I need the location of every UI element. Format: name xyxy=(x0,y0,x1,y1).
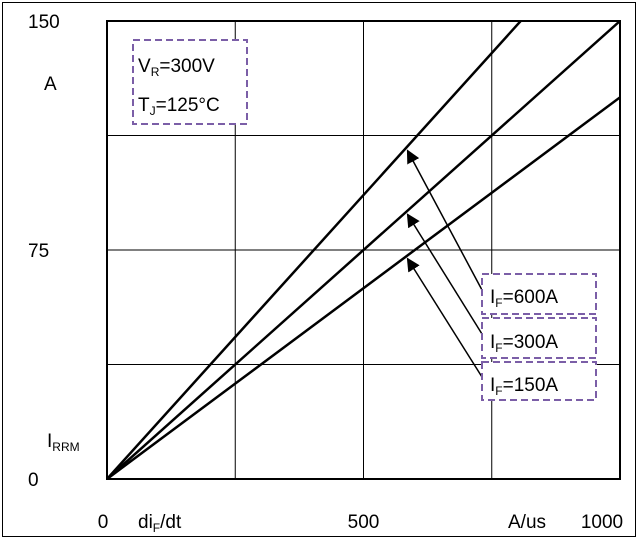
series-label-300: IF=300A xyxy=(481,317,597,359)
x-tick-label: 1000 xyxy=(581,512,623,533)
series-label-600-box xyxy=(481,273,597,315)
y-tick-label: 0 xyxy=(28,470,39,491)
series-line-600a xyxy=(107,21,523,479)
condition-tj: TJ=125°C xyxy=(138,95,220,118)
conditions-box: VR=300V TJ=125°C xyxy=(132,39,248,125)
series-label-300-box xyxy=(481,317,597,359)
series-line-300a xyxy=(107,21,620,479)
condition-vr: VR=300V xyxy=(138,56,215,79)
x-tick-label: 500 xyxy=(348,512,380,533)
tick-labels: 0 75 150 0 500 1000 xyxy=(28,12,623,533)
plot-border xyxy=(106,20,621,480)
series-label-600: IF=600A xyxy=(481,273,597,315)
x-unit-label: A/us xyxy=(508,512,546,533)
series-arrow xyxy=(406,213,483,335)
series-label-150-text: IF=150A xyxy=(490,375,558,398)
arrows xyxy=(406,149,483,378)
series-lines xyxy=(107,21,620,479)
series-arrow xyxy=(406,149,483,291)
y-axis-label: IRRM xyxy=(47,431,80,454)
series-arrow xyxy=(406,257,483,378)
series-label-150-box xyxy=(481,361,597,401)
y-unit-label: A xyxy=(44,74,57,95)
series-label-300-text: IF=300A xyxy=(490,332,558,355)
series-label-600-text: IF=600A xyxy=(490,287,558,310)
x-tick-label: 0 xyxy=(98,512,109,533)
conditions-box-border xyxy=(132,39,248,125)
y-tick-label: 150 xyxy=(28,12,60,33)
series-label-150: IF=150A xyxy=(481,361,597,401)
x-axis-label: diF/dt xyxy=(138,512,182,535)
chart-frame xyxy=(2,2,636,537)
y-tick-label: 75 xyxy=(28,241,49,262)
series-line-150a xyxy=(107,96,620,479)
